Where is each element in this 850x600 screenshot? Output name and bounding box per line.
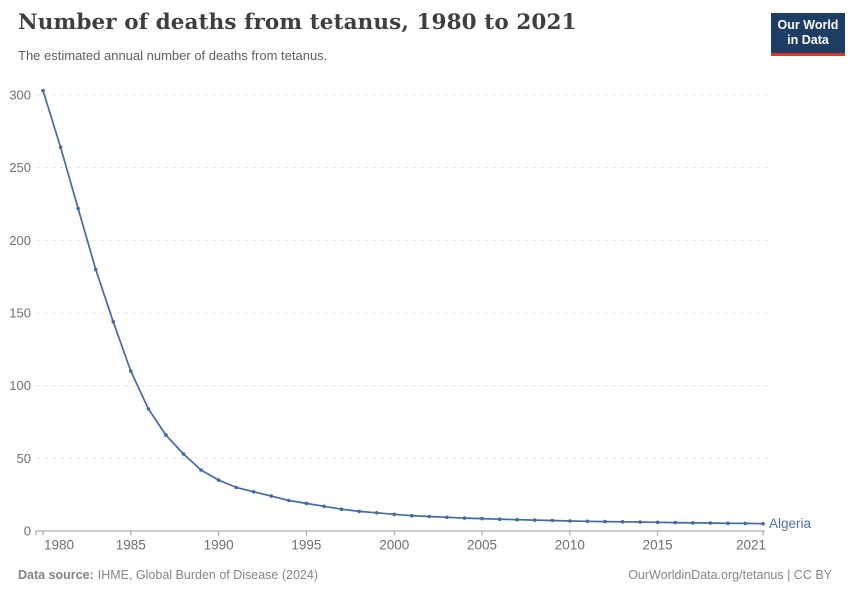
x-axis-tick-label: 2010 <box>555 538 585 553</box>
owid-logo: Our World in Data <box>771 13 845 56</box>
x-axis-tick-label: 2005 <box>467 538 497 553</box>
data-point[interactable] <box>374 511 379 515</box>
data-point[interactable] <box>550 518 555 523</box>
data-point[interactable] <box>462 516 467 520</box>
data-point[interactable] <box>269 494 274 498</box>
data-point[interactable] <box>585 519 590 524</box>
data-point[interactable] <box>199 468 203 472</box>
y-axis-tick-label: 200 <box>9 233 31 248</box>
data-point[interactable] <box>287 498 291 503</box>
data-point[interactable] <box>480 516 484 521</box>
data-point[interactable] <box>638 520 642 524</box>
y-axis-tick-label: 0 <box>24 524 31 539</box>
data-point[interactable] <box>620 520 625 524</box>
data-point[interactable] <box>708 521 713 525</box>
data-point[interactable] <box>445 515 449 520</box>
x-axis-tick-label: 2015 <box>643 538 673 553</box>
data-line-algeria[interactable] <box>42 89 764 525</box>
data-point[interactable] <box>655 520 660 525</box>
data-point[interactable] <box>146 407 151 411</box>
data-point[interactable] <box>251 490 256 494</box>
data-point[interactable] <box>427 514 432 519</box>
data-point[interactable] <box>357 509 361 514</box>
data-source: Data source: IHME, Global Burden of Disea… <box>18 568 318 582</box>
data-point[interactable] <box>76 206 80 211</box>
data-point[interactable] <box>234 485 238 490</box>
data-point[interactable] <box>726 521 730 526</box>
owid-logo-line2: in Data <box>787 33 829 48</box>
page-title: Number of deaths from tetanus, 1980 to 2… <box>18 10 577 35</box>
data-point[interactable] <box>603 519 607 524</box>
data-point[interactable] <box>111 319 115 324</box>
data-point[interactable] <box>761 521 765 526</box>
data-point[interactable] <box>339 507 344 512</box>
x-axis-tick-label: 1995 <box>291 538 321 553</box>
data-point[interactable] <box>691 521 695 525</box>
data-source-label: Data source: <box>18 568 94 582</box>
entity-label-algeria[interactable]: Algeria <box>769 516 812 531</box>
chart-footer: Data source: IHME, Global Burden of Disea… <box>18 568 832 582</box>
data-point[interactable] <box>322 504 326 509</box>
credit-link[interactable]: OurWorldinData.org/tetanus | CC BY <box>628 568 832 582</box>
data-point[interactable] <box>93 267 98 272</box>
data-point[interactable] <box>515 517 519 522</box>
x-axis-tick-label: 1980 <box>44 538 74 553</box>
chart-subtitle: The estimated annual number of deaths fr… <box>18 48 328 63</box>
data-point[interactable] <box>392 512 397 517</box>
data-point[interactable] <box>216 478 221 482</box>
y-axis-tick-label: 50 <box>17 451 31 466</box>
data-point[interactable] <box>532 518 537 522</box>
data-point[interactable] <box>743 521 748 526</box>
y-axis-tick-label: 150 <box>9 306 31 321</box>
data-point[interactable] <box>304 501 309 506</box>
y-axis-tick-label: 250 <box>9 160 31 175</box>
x-axis-tick-label: 1990 <box>204 538 234 553</box>
y-axis-tick-label: 300 <box>9 88 31 103</box>
data-point[interactable] <box>673 520 677 525</box>
data-point[interactable] <box>181 452 186 456</box>
data-source-text: IHME, Global Burden of Disease (2024) <box>97 568 318 582</box>
data-point[interactable] <box>164 433 168 437</box>
y-axis-tick-label: 100 <box>9 378 31 393</box>
data-point[interactable] <box>410 513 414 518</box>
data-point[interactable] <box>497 517 502 521</box>
x-axis-tick-label: 2000 <box>379 538 409 553</box>
x-axis-tick-label: 1985 <box>116 538 146 553</box>
x-axis-tick-label: 2021 <box>736 538 766 553</box>
data-point[interactable] <box>568 519 572 523</box>
data-point[interactable] <box>129 369 133 373</box>
data-point[interactable] <box>58 145 63 150</box>
data-point[interactable] <box>41 88 45 93</box>
owid-logo-line1: Our World <box>777 18 839 32</box>
